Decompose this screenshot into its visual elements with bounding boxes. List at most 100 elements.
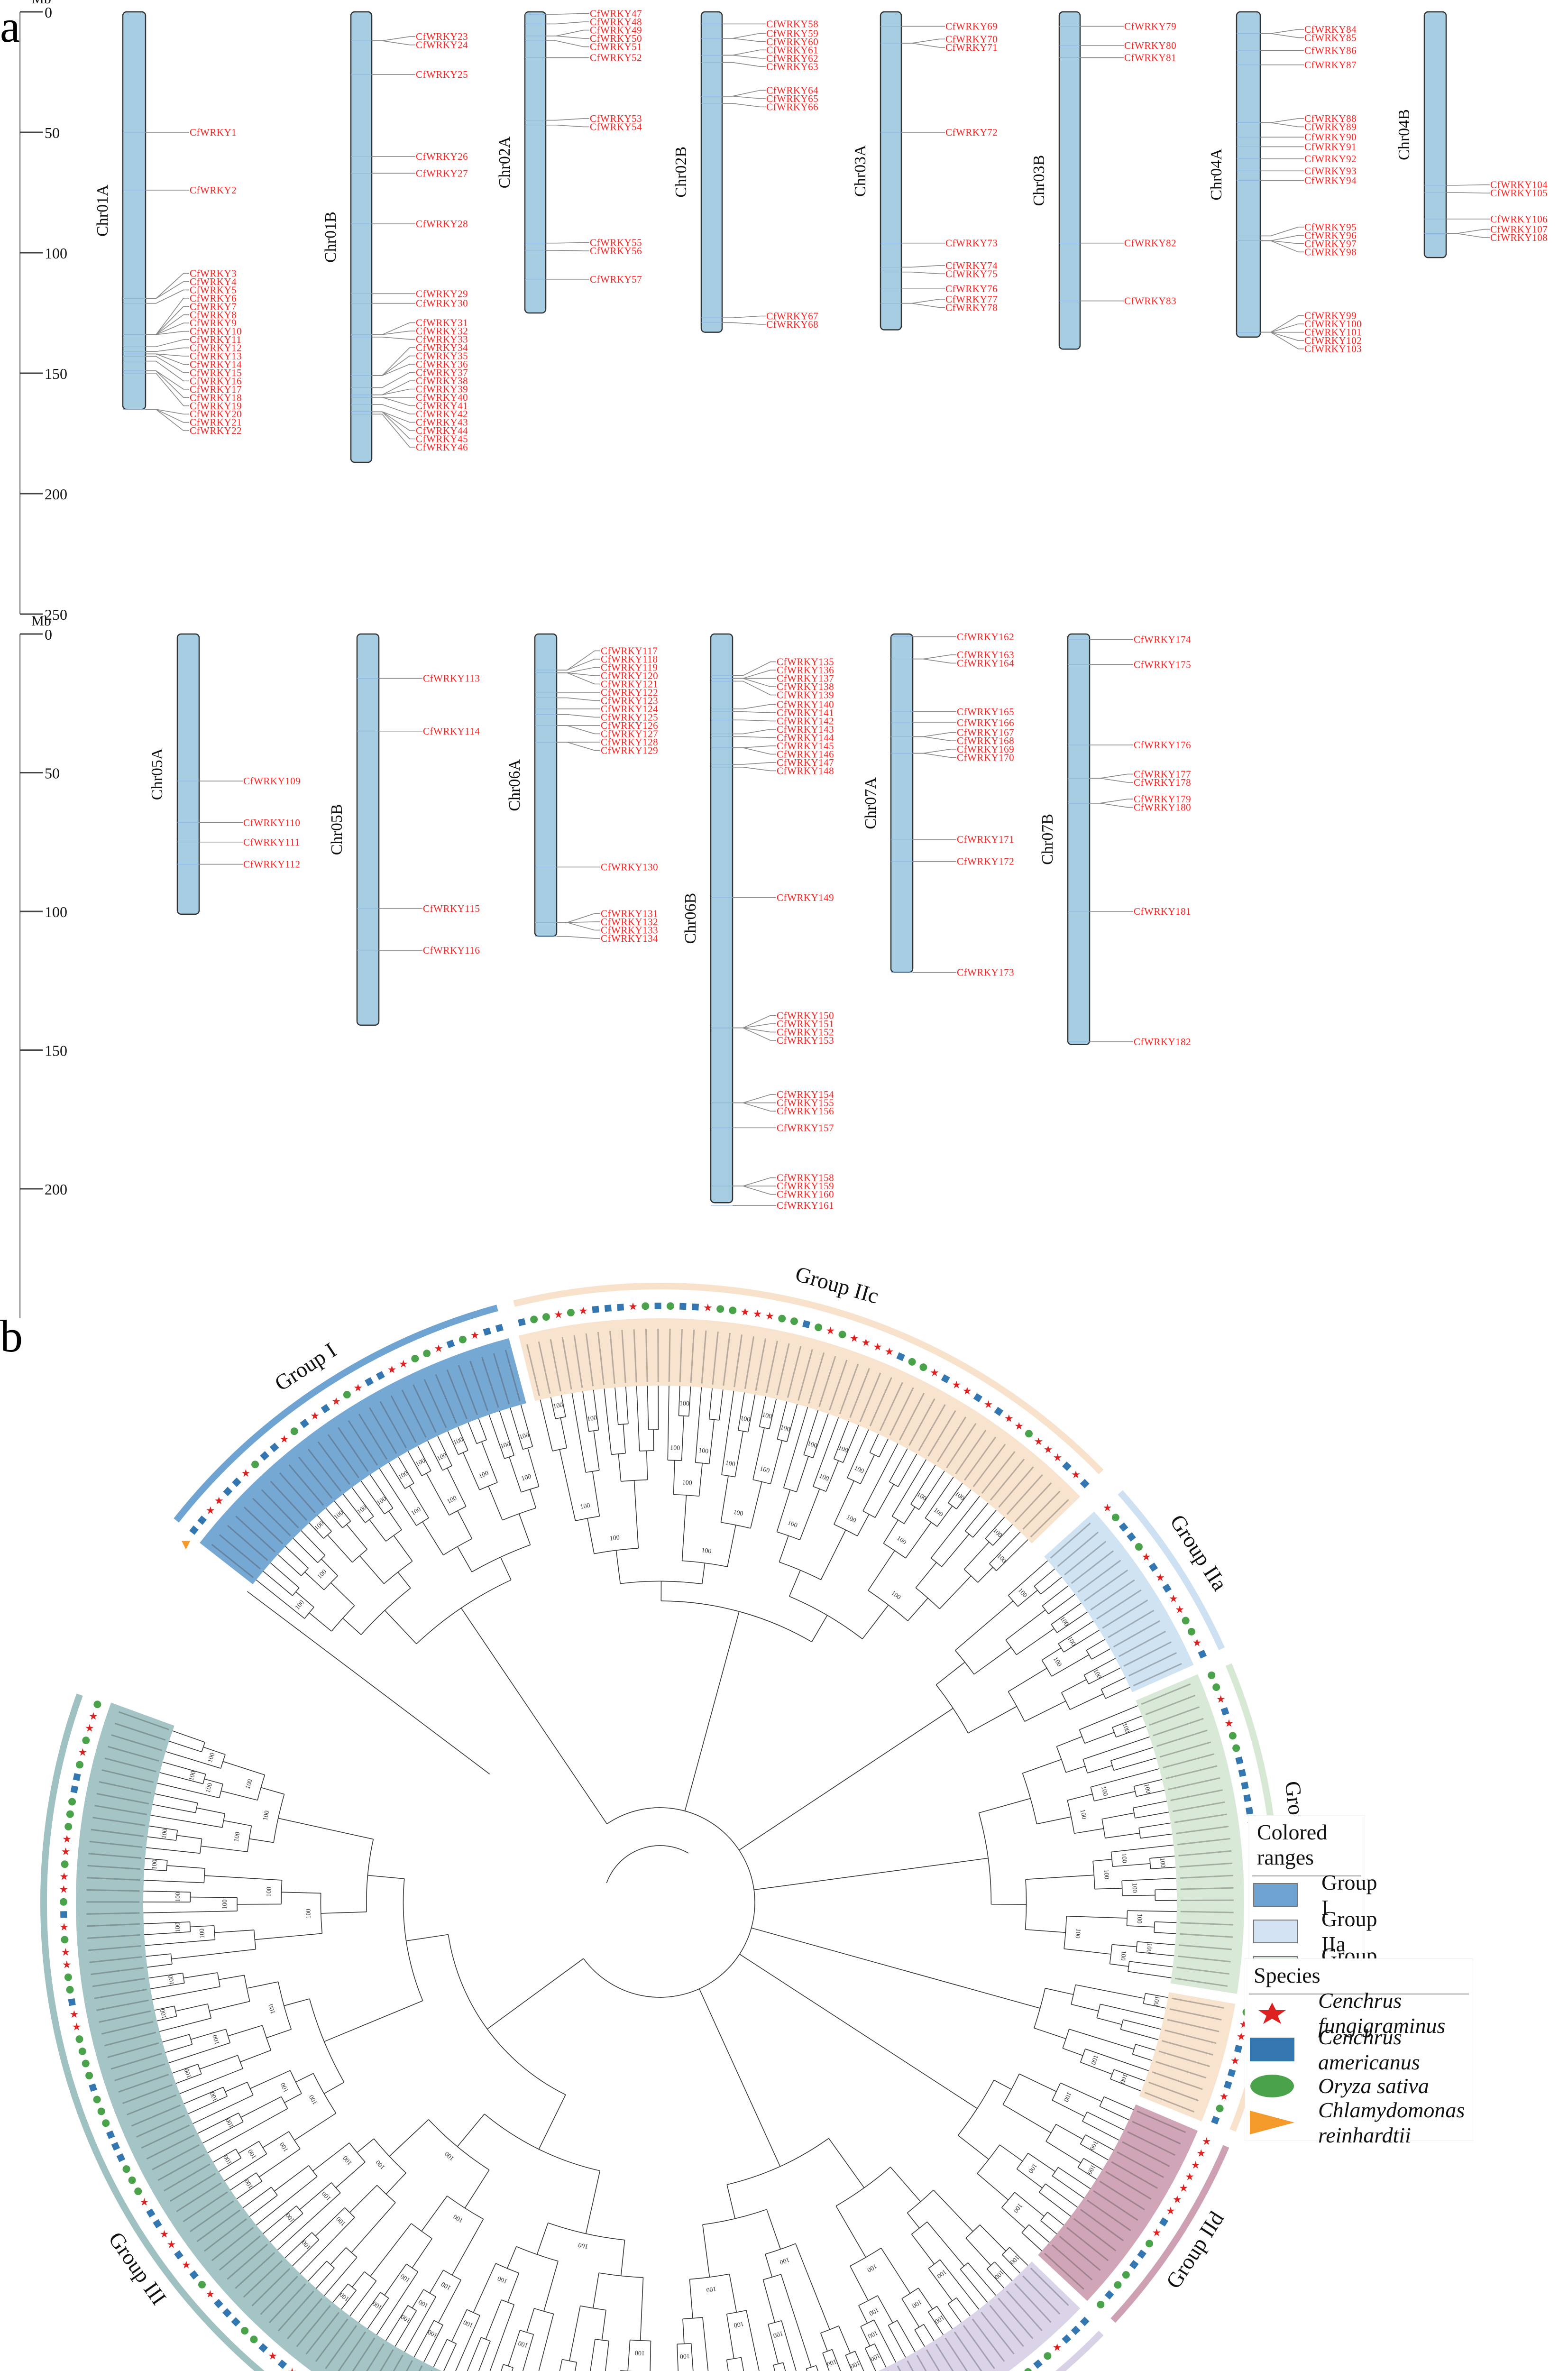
gene-marker: CfWRKY96 [1237,230,1357,241]
group-label: Group I [270,1338,341,1396]
gene-leader-line [722,322,766,325]
gene-label: CfWRKY4 [190,276,237,287]
square-icon [223,1487,233,1497]
gene-marker: CfWRKY77 [880,294,998,305]
tree-branch [468,1422,477,1444]
circle-icon [642,1302,650,1310]
gene-label: CfWRKY135 [777,656,834,668]
bootstrap-value: 100 [895,1535,908,1546]
tree-branch [1135,2044,1155,2051]
gene-leader-line [546,36,589,39]
gene-marker: CfWRKY38 [351,375,468,395]
tree-branch [538,2095,566,2150]
gene-label: CfWRKY118 [601,653,658,665]
gene-leader-line [722,38,766,42]
gene-label: CfWRKY130 [601,861,658,873]
square-icon [692,1303,699,1311]
tree-branch [463,1452,480,1490]
tree-branch [890,2167,921,2202]
tree-branch [960,2269,988,2303]
gene-leader-line [146,339,189,347]
gene-leader-line [901,303,945,308]
square-icon [1129,2260,1139,2270]
tree-branch [443,2343,457,2371]
tree-branch [266,2029,292,2039]
bootstrap-value: 100 [889,1590,902,1601]
gene-marker: CfWRKY124 [535,703,658,715]
square-icon [174,2250,183,2260]
tree-branch [171,1948,256,1959]
gene-label: CfWRKY128 [601,736,658,748]
circle-icon [411,1355,419,1363]
circle-icon [1135,1543,1143,1551]
gene-label: CfWRKY131 [601,908,658,919]
bootstrap-value: 100 [991,1527,1003,1539]
tree-branch [255,1933,322,1940]
gene-label: CfWRKY86 [1304,45,1357,56]
bootstrap-value: 100 [356,1504,368,1516]
tree-branch [1127,1925,1155,1928]
gene-label: CfWRKY129 [601,744,658,756]
tree-branch [1028,2224,1050,2243]
square-icon [321,1404,330,1414]
gene-marker: CfWRKY98 [1237,240,1357,257]
tree-branch [538,2314,554,2371]
gene-leader-line [722,315,766,318]
tree-branch [1112,1863,1150,1867]
gene-label: CfWRKY93 [1304,165,1357,176]
gene-label: CfWRKY117 [601,645,658,656]
tree-branch [593,1431,600,1470]
gene-label: CfWRKY85 [1304,32,1357,43]
tree-branch [1140,1833,1173,1839]
tree-branch [773,2365,775,2371]
gene-label: CfWRKY113 [423,673,480,684]
gene-leader-line [146,347,189,352]
gene-label: CfWRKY3 [190,267,237,279]
gene-label: CfWRKY29 [416,288,468,299]
tree-branch [738,1392,745,1431]
chromosome-chr05b: Chr05B CfWRKY113 CfWRKY114 CfWRKY115 CfWRKY1… [328,633,480,1026]
tree-branch [667,1386,669,1461]
circle-icon [919,1363,927,1371]
bootstrap-value: 100 [1058,1616,1070,1628]
gene-label: CfWRKY136 [777,664,834,676]
gene-leader-line [733,680,776,696]
tree-branch [967,2262,996,2296]
tree-branch [1137,1941,1175,1945]
tree-branch [143,1891,191,1893]
gene-marker: CfWRKY42 [351,404,468,420]
square-icon [483,1327,492,1336]
bootstrap-value: 100 [1119,1950,1127,1961]
bootstrap-value: 100 [211,2034,221,2045]
gene-label: CfWRKY109 [243,775,301,787]
tree-branch [647,1386,649,1430]
gene-marker: CfWRKY80 [1059,40,1176,51]
scale-unit-label: Mb [31,613,51,629]
gene-marker: CfWRKY115 [357,903,480,914]
gene-marker: CfWRKY45 [351,411,468,445]
tree-branch [907,1598,928,1621]
gene-marker: CfWRKY127 [535,725,658,739]
tree-branch [1091,1648,1111,1660]
star-icon: ★ [1014,1420,1024,1432]
bootstrap-value: 100 [342,2154,354,2167]
tree-branch [367,1875,404,1879]
gene-label: CfWRKY70 [945,33,998,45]
tree-branch [1034,1568,1055,1587]
gene-leader-line [146,356,189,373]
gene-leader-line [372,331,415,335]
leaf-label [668,1329,671,1382]
star-icon: ★ [952,1378,961,1390]
bootstrap-value: 100 [188,1770,197,1782]
circle-icon [458,1335,467,1343]
tree-branch [636,1386,640,1451]
gene-marker: CfWRKY133 [535,922,658,936]
gene-marker: CfWRKY55 [525,237,642,248]
gene-label: CfWRKY37 [416,367,468,378]
scale-tick-label: 150 [45,1042,67,1059]
gene-label: CfWRKY123 [601,695,658,706]
tree-branch [835,2206,866,2258]
gene-marker: CfWRKY67 [701,310,818,322]
